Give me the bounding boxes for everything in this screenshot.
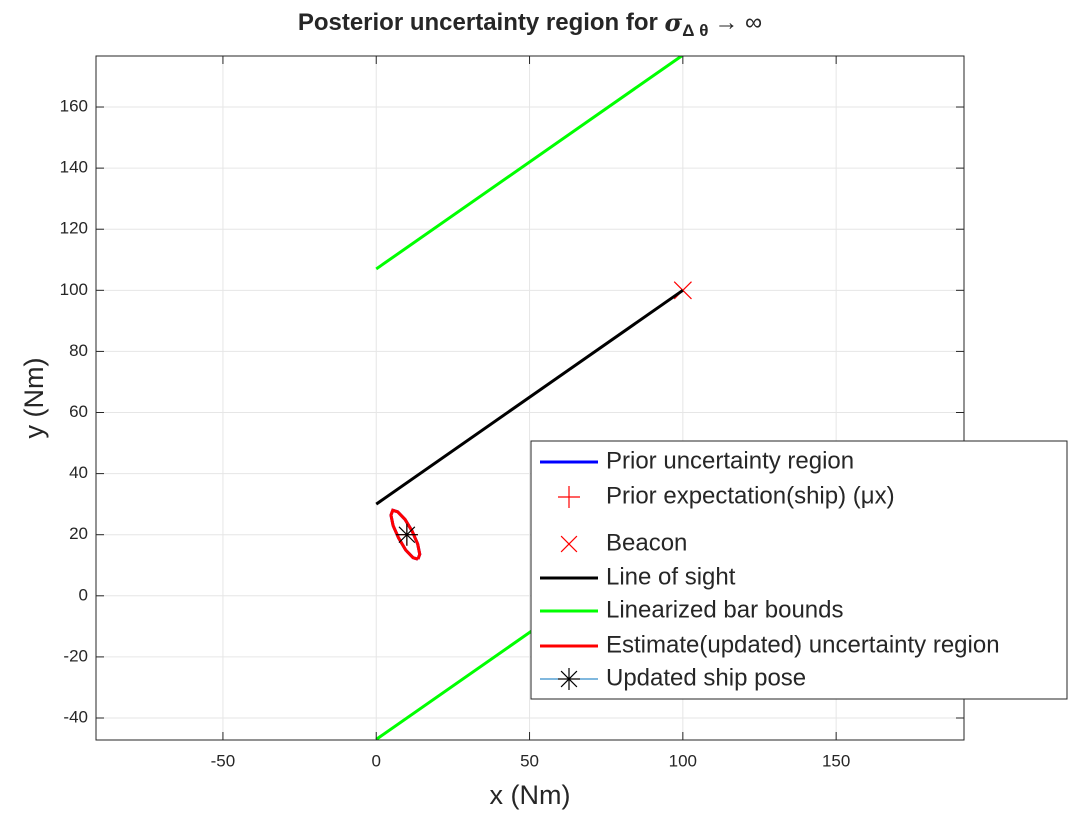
- marker: [558, 486, 580, 508]
- x-tick-label: 0: [372, 751, 381, 770]
- y-tick-label: 0: [79, 585, 88, 604]
- legend-label: Prior uncertainty region: [606, 447, 854, 474]
- y-tick-label: 100: [60, 280, 88, 299]
- series-line: [389, 508, 422, 561]
- y-tick-label: 60: [69, 402, 88, 421]
- marker-stroke: [560, 670, 578, 688]
- x-tick-label: 150: [822, 751, 850, 770]
- marker: [395, 523, 418, 546]
- title-suffix: → ∞: [714, 9, 762, 36]
- y-tick-label: 20: [69, 524, 88, 543]
- x-tick-label: -50: [211, 751, 236, 770]
- chart-title: Posterior uncertainty region for σΔ θ → ∞: [298, 8, 762, 41]
- axes-box: [95, 55, 965, 741]
- title-subscript: Δ θ: [682, 21, 708, 40]
- y-tick-label: 120: [60, 219, 88, 238]
- legend-label: Prior expectation(ship) (μx): [606, 482, 895, 509]
- legend-label: Beacon: [606, 529, 687, 556]
- marker: [560, 535, 578, 553]
- legend-label: Updated ship pose: [606, 664, 806, 691]
- y-tick-label: -20: [63, 646, 88, 665]
- legend-box: [530, 440, 1068, 700]
- x-tick-label: 50: [520, 751, 539, 770]
- marker-stroke: [560, 535, 578, 553]
- title-symbol: σ: [665, 8, 683, 37]
- y-tick-label: 140: [60, 158, 88, 177]
- x-tick-label: 100: [669, 751, 697, 770]
- y-axis-label: y (Nm): [19, 358, 49, 439]
- legend-label: Line of sight: [606, 563, 736, 590]
- legend-label: Estimate(updated) uncertainty region: [606, 631, 1000, 658]
- y-tick-label: 40: [69, 463, 88, 482]
- marker: [558, 668, 580, 690]
- axes: -50 0 50 100 150 -40 -20 0 20 40 60 80 100 120 140 160: [60, 55, 965, 770]
- series-line: [375, 289, 684, 506]
- legend: Prior uncertainty region Prior expectatio…: [530, 440, 1068, 700]
- y-tick-label: 160: [60, 97, 88, 116]
- legend-label: Linearized bar bounds: [606, 596, 844, 623]
- y-tick-label: 80: [69, 341, 88, 360]
- y-tick-label: -40: [63, 707, 88, 726]
- marker-stroke: [398, 526, 416, 544]
- title-text: Posterior uncertainty region for: [298, 9, 658, 36]
- x-axis-label: x (Nm): [490, 780, 571, 810]
